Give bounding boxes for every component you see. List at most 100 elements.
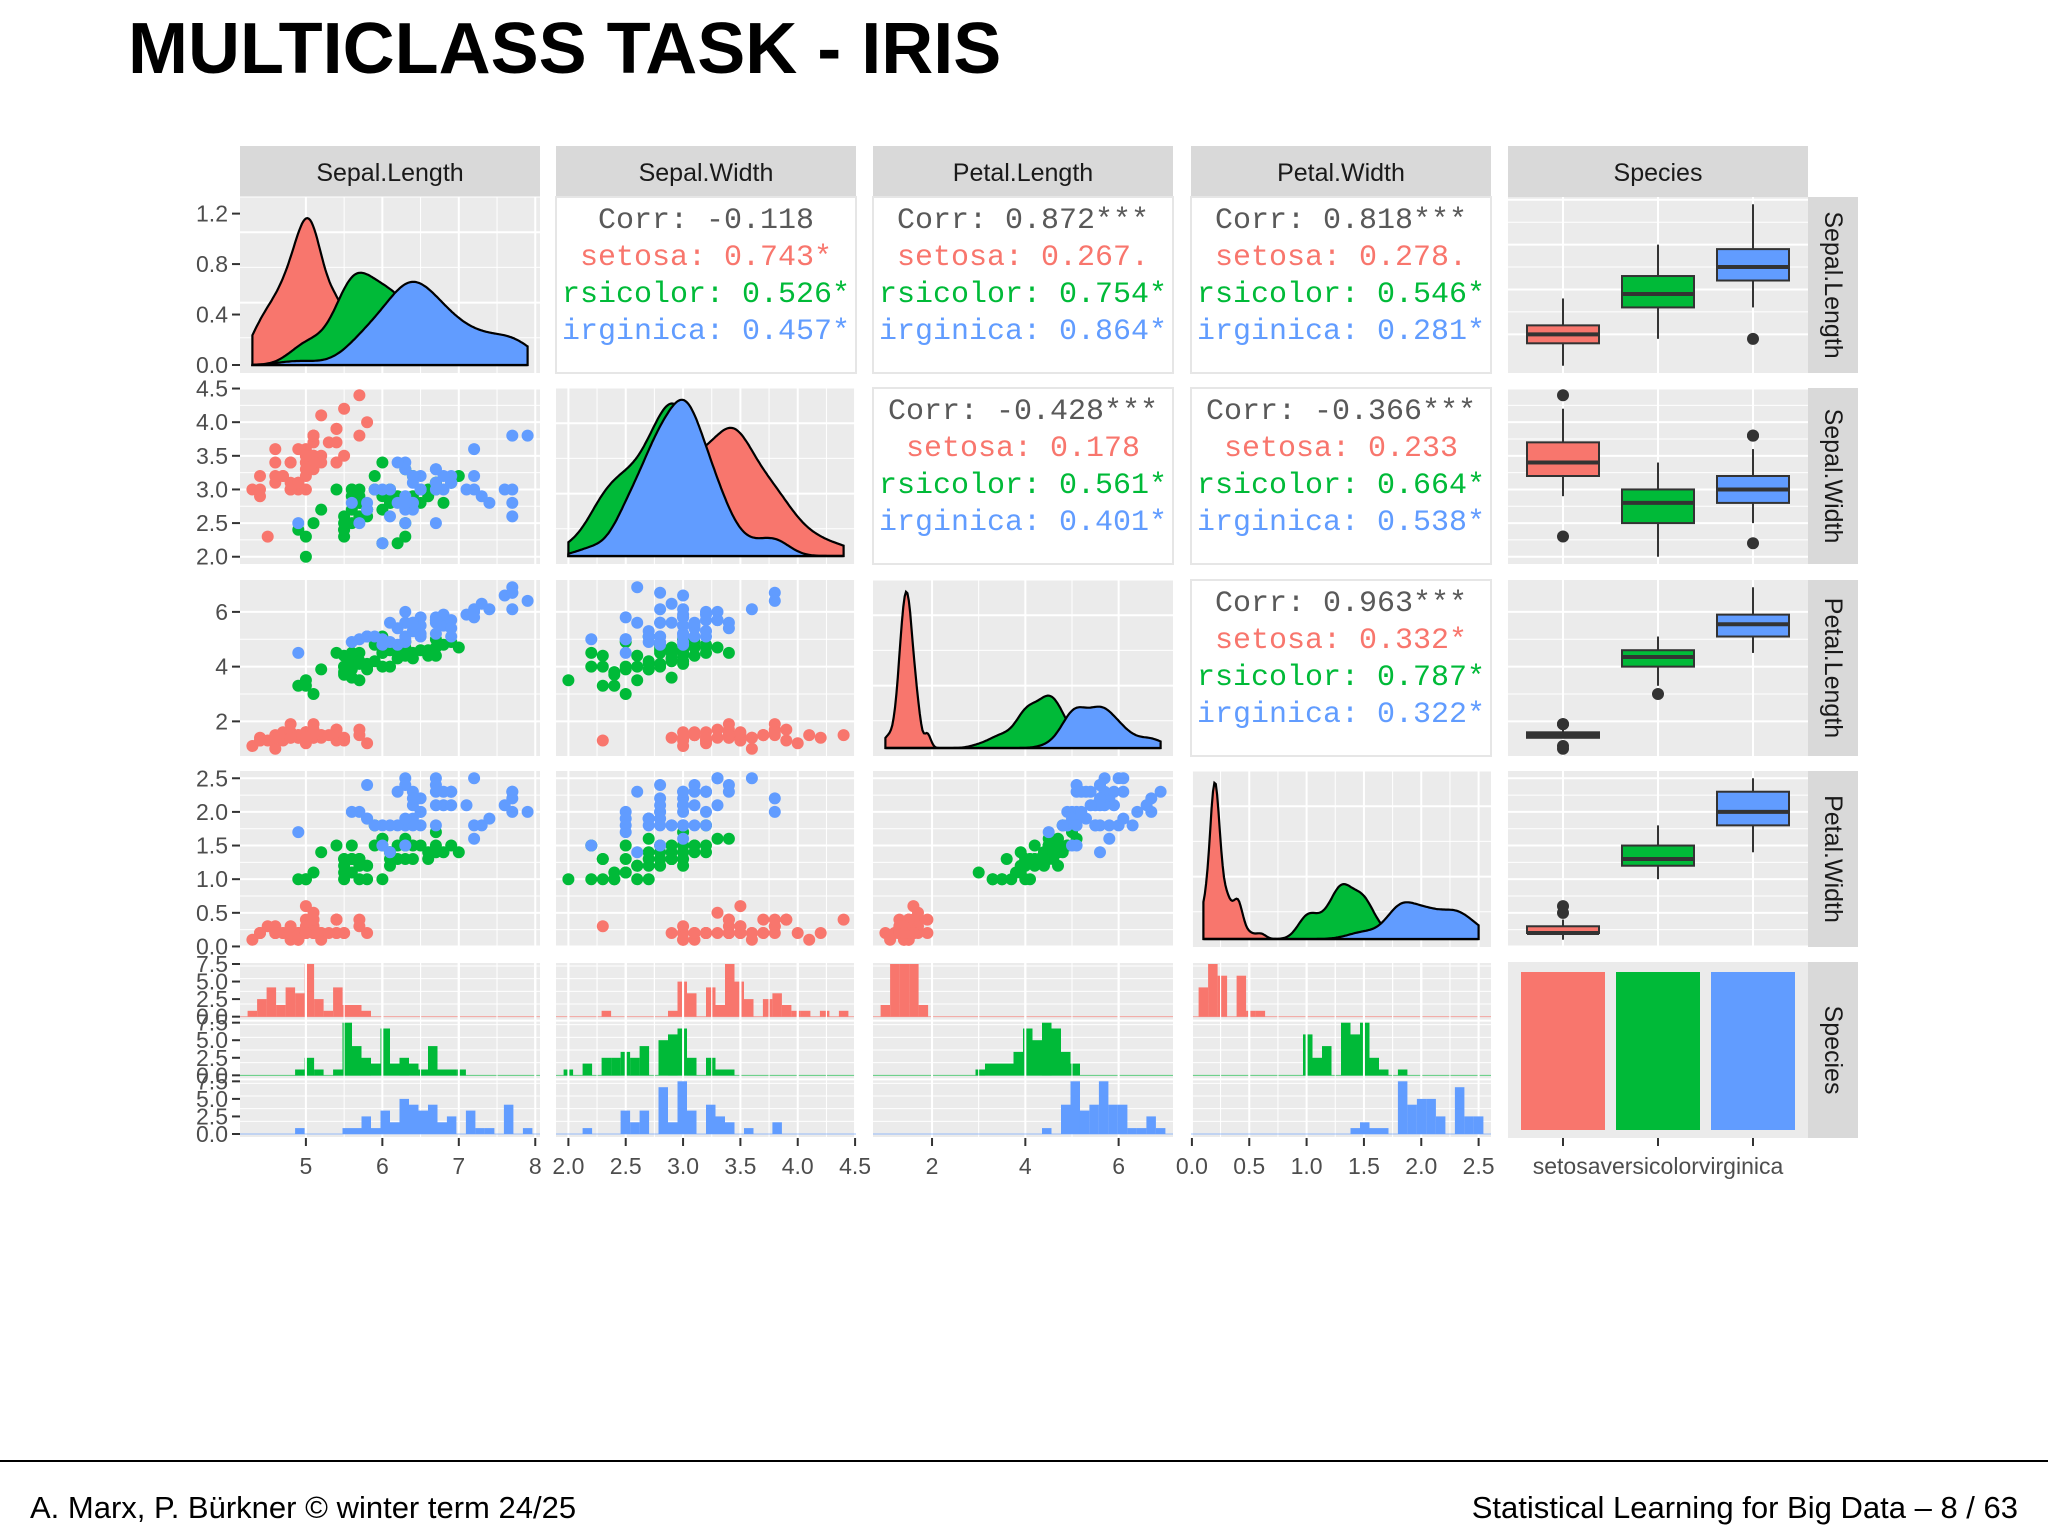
- scatter-point-virginica: [506, 429, 519, 442]
- scatter-point-versicolor: [315, 503, 328, 516]
- scatter-point-versicolor: [631, 859, 644, 872]
- scatter-point-versicolor: [1024, 853, 1036, 865]
- scatter-point-setosa: [338, 927, 351, 939]
- scatter-point-versicolor: [642, 832, 655, 845]
- scatter-point-setosa: [768, 718, 781, 731]
- species-count-bar-setosa: [1521, 972, 1605, 1130]
- histogram-bar-virginica: [409, 1104, 419, 1134]
- scatter-point-versicolor: [631, 649, 644, 662]
- scatter-point-setosa: [768, 913, 781, 926]
- scatter-point-versicolor: [338, 873, 351, 886]
- column-strip-label: Sepal.Width: [639, 159, 774, 187]
- density-curve-virginica: [885, 705, 1162, 750]
- scatter-point-virginica: [711, 799, 724, 812]
- histogram-bar-virginica: [1416, 1098, 1427, 1134]
- boxplot-outlier-setosa: [1557, 718, 1569, 731]
- scatter-point-virginica: [292, 826, 305, 839]
- histogram-bar-setosa: [1255, 1010, 1266, 1017]
- footer-term: winter term 24/25: [336, 1490, 577, 1525]
- scatter-point-virginica: [654, 638, 667, 651]
- histogram-bar-virginica: [1426, 1098, 1436, 1134]
- histogram-bar-setosa: [838, 1010, 849, 1017]
- x-tick-label: 1.5: [1348, 1153, 1380, 1179]
- scatter-point-virginica: [429, 799, 442, 812]
- scatter-panel: [240, 580, 540, 756]
- correlation-overall: Corr: -0.366***: [1206, 395, 1476, 429]
- y-tick-label: 7.5: [196, 951, 228, 977]
- y-tick-label: 2.5: [196, 1103, 228, 1129]
- scatter-point-versicolor: [619, 866, 632, 879]
- footer-page: 8 / 63: [1940, 1490, 2018, 1525]
- histogram-bar-setosa: [361, 1010, 371, 1017]
- boxplot-outlier-setosa: [1557, 900, 1569, 913]
- scatter-point-setosa: [322, 927, 335, 939]
- footer-right: Statistical Learning for Big Data – 8 / …: [1472, 1490, 2018, 1526]
- scatter-point-versicolor: [596, 649, 609, 662]
- footer-left: A. Marx, P. Bürkner © winter term 24/25: [30, 1490, 576, 1526]
- histogram-bar-virginica: [1454, 1087, 1465, 1134]
- scatter-point-setosa: [315, 409, 328, 422]
- histogram-bar-versicolor: [361, 1057, 371, 1076]
- scatter-point-setosa: [837, 913, 850, 926]
- scatter-point-virginica: [585, 633, 598, 646]
- scatter-point-virginica: [483, 603, 496, 616]
- scatter-point-virginica: [468, 443, 481, 456]
- histogram-bar-versicolor: [371, 1063, 381, 1076]
- column-strip-label: Petal.Width: [1277, 159, 1405, 187]
- histogram-bar-versicolor: [314, 1069, 324, 1076]
- scatter-point-virginica: [1108, 785, 1120, 798]
- histogram-bar-versicolor: [706, 1057, 716, 1076]
- scatter-point-virginica: [768, 586, 781, 599]
- histogram-bar-versicolor: [1032, 1040, 1042, 1076]
- histogram-bar-virginica: [1464, 1116, 1474, 1134]
- histogram-bar-setosa: [1208, 964, 1218, 1017]
- scatter-point-versicolor: [422, 846, 435, 859]
- scatter-point-virginica: [654, 603, 667, 616]
- y-tick-label: 0.4: [196, 302, 228, 328]
- density-panel: [1190, 770, 1491, 947]
- scatter-point-virginica: [1117, 785, 1130, 798]
- scatter-point-virginica: [506, 510, 519, 523]
- scatter-point-setosa: [879, 927, 892, 939]
- histogram-bar-virginica: [744, 1128, 754, 1134]
- scatter-point-setosa: [361, 737, 374, 750]
- y-tick-label: 0.0: [196, 1121, 228, 1147]
- scatter-point-virginica: [1145, 805, 1158, 818]
- scatter-point-virginica: [506, 483, 519, 496]
- histogram-bar-setosa: [772, 993, 782, 1017]
- histogram-bar-virginica: [1369, 1128, 1379, 1134]
- scatter-point-virginica: [445, 630, 458, 643]
- column-strip-label: Species: [1614, 159, 1703, 187]
- column-strip-label: Petal.Length: [953, 159, 1093, 187]
- histogram-bar-versicolor: [630, 1057, 640, 1076]
- y-tick-label: 2.5: [196, 510, 228, 536]
- scatter-point-virginica: [368, 630, 381, 643]
- y-tick-label: 4.5: [196, 376, 228, 402]
- scatter-point-virginica: [619, 646, 632, 659]
- scatter-point-setosa: [330, 422, 343, 435]
- y-tick-label: 2: [215, 708, 228, 734]
- scatter-point-virginica: [368, 483, 381, 496]
- y-tick-label: 5.0: [196, 1086, 228, 1112]
- scatter-point-virginica: [688, 785, 701, 798]
- scatter-point-versicolor: [1047, 846, 1060, 859]
- histogram-bar-setosa: [734, 981, 744, 1017]
- scatter-point-setosa: [700, 731, 712, 744]
- scatter-point-virginica: [1084, 799, 1097, 812]
- correlation-setosa: setosa: 0.267.: [897, 241, 1149, 275]
- scatter-point-virginica: [391, 622, 404, 635]
- scatter-point-setosa: [734, 726, 747, 739]
- histogram-bar-virginica: [390, 1122, 400, 1134]
- boxplot-box-virginica: [1716, 790, 1790, 827]
- scatter-point-virginica: [1154, 785, 1167, 798]
- x-tick-label: 2: [926, 1153, 939, 1179]
- y-tick-label: 5.0: [196, 969, 228, 995]
- histogram-bar-setosa: [1198, 987, 1209, 1017]
- boxplot-outlier-setosa: [1557, 389, 1569, 402]
- x-tick-label: 6: [1112, 1153, 1125, 1179]
- histogram-bar-versicolor: [1341, 1022, 1351, 1076]
- scatter-point-setosa: [596, 734, 609, 747]
- scatter-point-virginica: [654, 779, 667, 791]
- row-strip: [1808, 580, 1858, 756]
- scatter-point-versicolor: [391, 652, 404, 665]
